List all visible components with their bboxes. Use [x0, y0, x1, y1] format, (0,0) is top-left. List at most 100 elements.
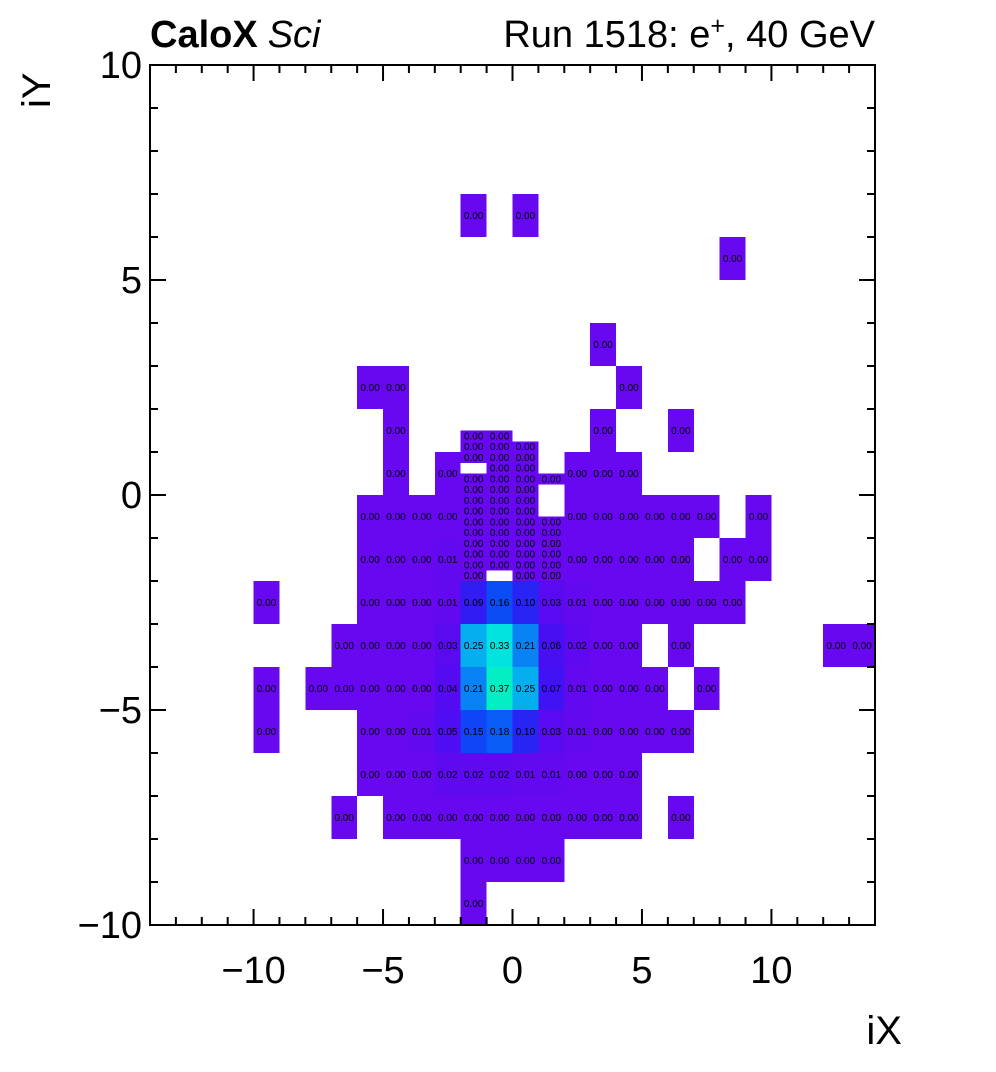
cell-value: 0.00 [334, 641, 354, 652]
cell-value: 0.00 [593, 641, 613, 652]
cell-value: 0.00 [257, 727, 277, 738]
heatmap-cell [512, 796, 539, 839]
cell-value: 0.07 [542, 684, 562, 695]
heatmap-cell [538, 753, 565, 796]
cell-value: 0.00 [671, 426, 691, 437]
heatmap-cell [667, 581, 694, 624]
cell-value: 0.00 [360, 383, 380, 394]
heatmap-cell [667, 538, 694, 581]
heatmap-cell [512, 538, 539, 549]
cell-value: 0.00 [671, 555, 691, 566]
cell-value: 0.25 [516, 684, 536, 695]
cell-value: 0.00 [490, 485, 510, 496]
cell-value: 0.18 [490, 727, 510, 738]
cell-value: 0.00 [360, 770, 380, 781]
heatmap-cell [486, 581, 513, 624]
cell-value: 0.00 [697, 684, 717, 695]
heatmap-cell [590, 323, 617, 366]
heatmap-cell [460, 516, 487, 528]
cell-value: 0.00 [464, 856, 484, 867]
heatmap-cell [357, 624, 384, 667]
heatmap-cell [590, 753, 617, 796]
heatmap-cell [383, 581, 409, 624]
heatmap-cell [434, 538, 461, 581]
cell-value: 0.00 [619, 770, 639, 781]
heatmap-cell [564, 710, 591, 753]
heatmap-cell [331, 667, 358, 710]
cell-value: 0.00 [386, 684, 406, 695]
heatmap-cell [460, 495, 487, 506]
heatmap-cell [590, 667, 617, 710]
heatmap-cell [667, 796, 694, 839]
heatmap-cell [408, 624, 435, 667]
cell-value: 0.00 [386, 813, 406, 824]
cell-value: 0.00 [852, 641, 872, 652]
heatmap-cell [590, 495, 617, 538]
heatmap-cell [616, 710, 642, 753]
cell-value: 0.00 [516, 442, 536, 453]
heatmap-cell [486, 484, 513, 495]
heatmap-cell [538, 796, 565, 839]
heatmap-cell [512, 484, 539, 495]
heatmap-cell [849, 624, 875, 667]
cell-value: 0.03 [438, 641, 458, 652]
heatmap-cell [590, 796, 617, 839]
heatmap-cell [538, 473, 565, 485]
cell-value: 0.01 [567, 684, 587, 695]
heatmap-cell [383, 796, 409, 839]
y-tick-label: −5 [99, 690, 142, 732]
cell-value: 0.00 [490, 560, 510, 571]
cell-value: 0.00 [516, 856, 536, 867]
heatmap-cell [616, 667, 642, 710]
x-axis-title: iX [866, 1009, 902, 1053]
heatmap-cell [486, 624, 513, 667]
cell-value: 0.10 [516, 727, 536, 738]
heatmap-cell [512, 194, 539, 237]
heatmap-cell [693, 667, 720, 710]
cell-value: 0.00 [412, 555, 432, 566]
cell-value: 0.09 [464, 598, 484, 609]
cell-value: 0.01 [567, 598, 587, 609]
heatmap-cell [460, 667, 487, 710]
heatmap-cell [564, 538, 591, 581]
cell-value: 0.00 [671, 512, 691, 523]
cell-value: 0.00 [516, 550, 536, 561]
heatmap-cell [331, 796, 358, 839]
experiment-subname: Sci [268, 14, 322, 56]
cells-layer: 0.00 0.00 0.00 0.00 0.00 0.00 0.00 0.00 0.00 0.00… [253, 194, 875, 925]
heatmap-cell [512, 452, 539, 463]
heatmap-cell [383, 366, 409, 409]
heatmap-cell [460, 194, 487, 237]
heatmap-cell [512, 710, 539, 753]
cell-value: 0.00 [490, 507, 510, 518]
heatmap-cell [383, 710, 409, 753]
cell-value: 0.00 [593, 684, 613, 695]
heatmap-cell [486, 495, 513, 506]
heatmap-cell [460, 624, 487, 667]
cell-value: 0.00 [386, 469, 406, 480]
heatmap-cell [408, 710, 435, 753]
heatmap-cell [641, 538, 668, 581]
cell-value: 0.00 [619, 469, 639, 480]
cell-value: 0.00 [490, 496, 510, 507]
cell-value: 0.00 [516, 211, 536, 222]
heatmap-cell [538, 559, 565, 571]
heatmap-cell [667, 495, 694, 538]
cell-value: 0.00 [516, 507, 536, 518]
cell-value: 0.00 [542, 560, 562, 571]
cell-value: 0.33 [490, 641, 510, 652]
cell-value: 0.03 [542, 727, 562, 738]
heatmap-cell [538, 516, 565, 528]
heatmap-cell [383, 667, 409, 710]
cell-value: 0.21 [516, 641, 536, 652]
cell-value: 0.00 [464, 813, 484, 824]
run-info-text: Run 1518: e [503, 14, 710, 56]
heatmap-cell [460, 796, 487, 839]
x-tick-label: 0 [502, 950, 523, 992]
cell-value: 0.01 [542, 770, 562, 781]
heatmap-cell [434, 581, 461, 624]
x-tick-label: 5 [631, 950, 652, 992]
heatmap-cell [538, 839, 565, 882]
cell-value: 0.00 [490, 813, 510, 824]
